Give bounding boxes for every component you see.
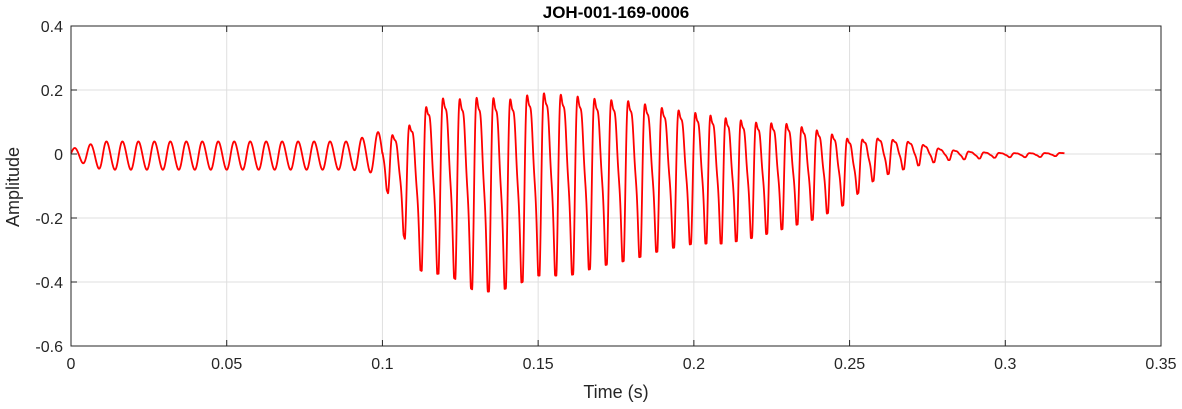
grid-lines bbox=[71, 26, 1161, 346]
x-tick-label: 0.15 bbox=[523, 356, 554, 373]
y-tick-labels: -0.6 -0.4 -0.2 0 0.2 0.4 bbox=[35, 19, 63, 356]
y-tick-label: 0.2 bbox=[41, 83, 63, 100]
y-tick-label: -0.4 bbox=[35, 275, 63, 292]
x-tick-label: 0.25 bbox=[834, 356, 865, 373]
x-tick-labels: 0 0.05 0.1 0.15 0.2 0.25 0.3 0.35 bbox=[67, 356, 1177, 373]
x-tick-label: 0.1 bbox=[371, 356, 393, 373]
x-tick-label: 0.3 bbox=[994, 356, 1016, 373]
x-tick-label: 0 bbox=[67, 356, 76, 373]
x-tick-label: 0.05 bbox=[211, 356, 242, 373]
y-tick-label: 0.4 bbox=[41, 19, 63, 36]
axes-box bbox=[70, 25, 1162, 347]
y-tick-label: -0.2 bbox=[35, 211, 63, 228]
chart-title: JOH-001-169-0006 bbox=[543, 3, 689, 22]
series-line-0 bbox=[70, 92, 1066, 293]
x-axis-label: Time (s) bbox=[583, 382, 648, 402]
y-tick-label: 0 bbox=[54, 147, 63, 164]
y-tick-label: -0.6 bbox=[35, 339, 63, 356]
x-tick-label: 0.2 bbox=[683, 356, 705, 373]
x-tick-label: 0.35 bbox=[1145, 356, 1176, 373]
series-layer bbox=[70, 92, 1066, 293]
y-axis-label: Amplitude bbox=[3, 147, 23, 227]
axes-frame bbox=[70, 25, 1162, 347]
